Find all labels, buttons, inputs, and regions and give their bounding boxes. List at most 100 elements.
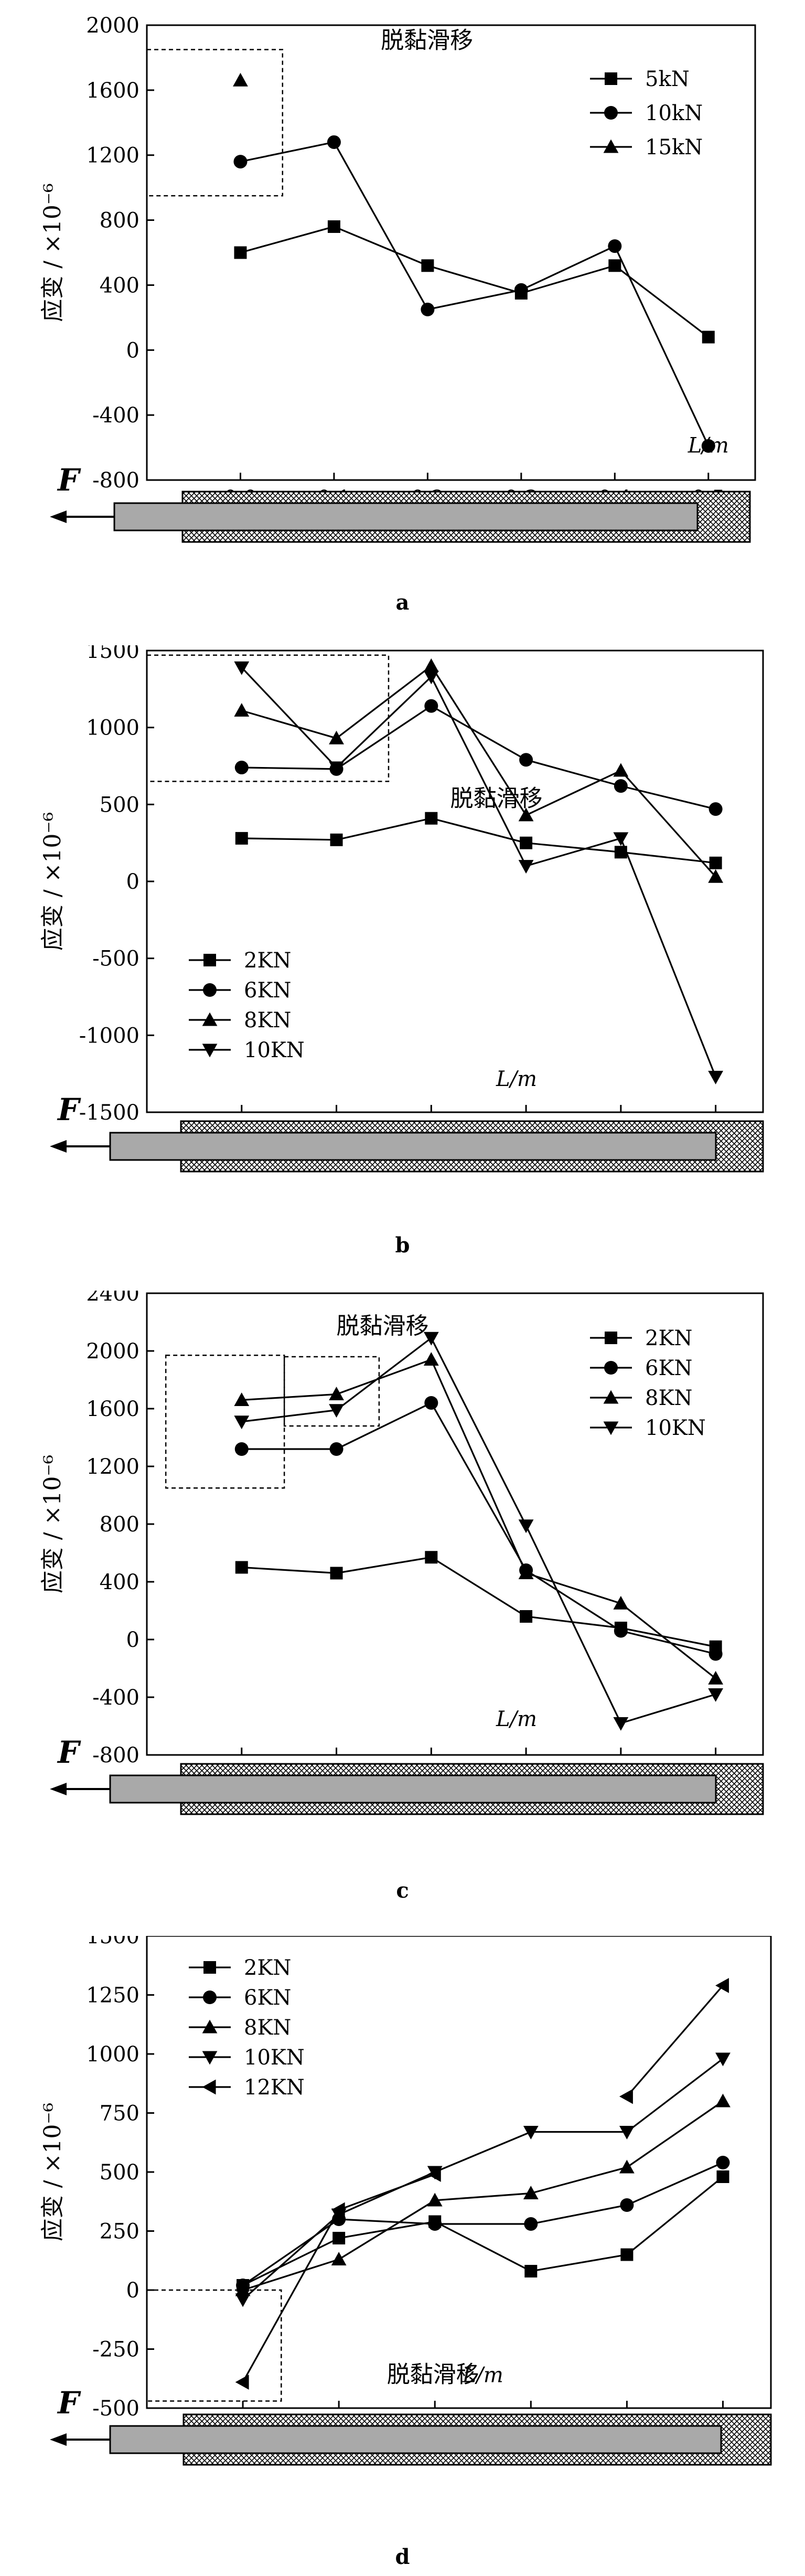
series-line xyxy=(242,2173,435,2383)
y-tick-label: 800 xyxy=(100,209,139,233)
legend-label: 6KN xyxy=(645,1356,692,1380)
data-point xyxy=(514,283,528,297)
data-point xyxy=(709,802,723,816)
force-arrow-head xyxy=(50,1140,67,1153)
data-point xyxy=(234,246,247,259)
data-point xyxy=(619,2089,633,2104)
data-point xyxy=(423,1332,439,1346)
data-point xyxy=(518,1519,534,1534)
y-tick-label: -400 xyxy=(92,1686,139,1710)
y-tick-label: 1000 xyxy=(86,716,139,740)
series-2KN xyxy=(237,2170,729,2292)
data-point xyxy=(619,2125,635,2139)
data-point xyxy=(425,1551,438,1564)
debond-slip-box xyxy=(283,1356,380,1427)
legend-label: 6KN xyxy=(244,1986,291,2010)
y-tick-label: -400 xyxy=(92,403,139,428)
y-tick-label: -1500 xyxy=(79,1101,139,1125)
data-point xyxy=(715,2052,731,2067)
series-12KN xyxy=(235,1978,729,2390)
y-tick-label: 0 xyxy=(126,338,139,363)
steel-bar xyxy=(109,1774,717,1804)
steel-bar xyxy=(109,2425,722,2454)
legend-label: 8KN xyxy=(244,1008,291,1032)
panel-b: -1500-1000-5000500100015000.00.10.20.30.… xyxy=(0,645,805,1291)
data-point xyxy=(620,2198,634,2212)
data-point xyxy=(234,1415,250,1430)
legend-marker xyxy=(605,1332,617,1344)
legend-marker xyxy=(202,1044,218,1058)
force-label: F xyxy=(57,1734,81,1770)
data-point xyxy=(614,779,628,793)
series-10kN xyxy=(233,135,715,453)
legend-label: 10KN xyxy=(244,1038,305,1062)
legend-marker xyxy=(203,954,216,966)
data-point xyxy=(329,1442,344,1456)
steel-bar xyxy=(109,1132,717,1161)
legend-marker xyxy=(603,139,619,153)
data-point xyxy=(327,220,340,233)
series-line xyxy=(241,705,716,810)
debond-slip-box xyxy=(165,1355,285,1489)
legend-label: 12KN xyxy=(244,2075,305,2100)
data-point xyxy=(524,2265,538,2277)
data-point xyxy=(233,155,248,169)
legend-marker xyxy=(603,1421,619,1435)
subfigure-label-d: d xyxy=(395,2545,410,2569)
data-point xyxy=(234,1392,250,1407)
series-line xyxy=(241,1556,716,1648)
legend-marker xyxy=(202,2019,218,2034)
legend-label: 5kN xyxy=(645,67,690,91)
legend-marker xyxy=(603,1390,619,1404)
y-tick-label: -500 xyxy=(92,2397,139,2421)
steel-bar xyxy=(113,502,699,531)
data-point xyxy=(716,2156,730,2169)
data-point xyxy=(709,1647,723,1661)
data-point xyxy=(329,730,344,744)
y-tick-label: 2400 xyxy=(86,1291,139,1306)
y-tick-label: 1500 xyxy=(86,1936,139,1949)
data-point xyxy=(332,2232,346,2244)
legend-marker xyxy=(202,1012,218,1026)
y-tick-label: 500 xyxy=(100,2160,139,2185)
series-line xyxy=(241,665,716,878)
data-point xyxy=(330,833,343,846)
y-tick-label: 400 xyxy=(100,273,139,297)
y-tick-label: 0 xyxy=(126,1628,139,1652)
data-point xyxy=(520,1610,533,1623)
series-line xyxy=(242,2100,724,2291)
data-point xyxy=(519,753,533,767)
y-tick-label: 1200 xyxy=(86,144,139,168)
y-tick-label: -250 xyxy=(92,2338,139,2362)
subfigure-label-b: b xyxy=(395,1233,410,1258)
data-point xyxy=(523,2186,539,2200)
series-line xyxy=(240,141,710,446)
debond-slip-box xyxy=(146,49,284,197)
data-point xyxy=(708,1071,724,1084)
data-point xyxy=(524,2217,538,2231)
series-6KN xyxy=(236,2156,730,2292)
series-line xyxy=(240,226,709,338)
debond-slip-box xyxy=(146,2289,282,2402)
y-tick-label: -800 xyxy=(92,469,139,493)
data-point xyxy=(427,2192,443,2207)
data-point xyxy=(235,832,248,845)
annotation-debond-slip: 脱黏滑移 xyxy=(337,1313,429,1339)
y-tick-label: 1600 xyxy=(86,79,139,103)
series-line xyxy=(242,2162,724,2286)
y-tick-label: 1500 xyxy=(86,645,139,663)
y-axis-label: 应变 / ×10⁻⁶ xyxy=(39,183,66,322)
panel-c: -800-400040080012001600200024000.00.10.2… xyxy=(0,1291,805,1936)
legend-marker xyxy=(203,1961,216,1974)
chart-b: -1500-1000-5000500100015000.00.10.20.30.… xyxy=(39,645,764,1173)
y-tick-label: 2000 xyxy=(86,14,139,38)
legend-label: 2KN xyxy=(645,1326,692,1350)
data-point xyxy=(423,670,439,685)
y-tick-label: 1600 xyxy=(86,1397,139,1421)
data-point xyxy=(613,1595,629,1610)
y-tick-label: 0 xyxy=(126,870,139,894)
y-tick-label: 250 xyxy=(100,2220,139,2244)
y-tick-label: 1200 xyxy=(86,1455,139,1479)
legend-label: 8KN xyxy=(645,1386,692,1410)
data-point xyxy=(428,2217,442,2231)
